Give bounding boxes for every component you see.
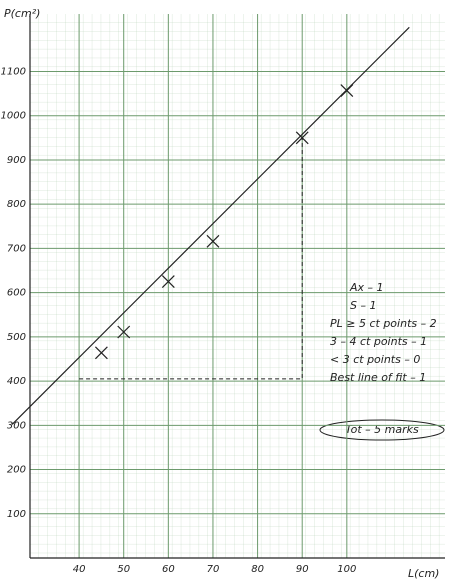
annotation: < 3 ct points – 0: [330, 353, 420, 366]
y-tick-label: 300: [7, 420, 26, 431]
x-tick-label: 90: [296, 564, 309, 575]
total-marks: Tot – 5 marks: [345, 423, 419, 436]
y-tick-label: 200: [7, 465, 26, 476]
total-outline: [319, 419, 445, 441]
annotation: Ax – 1: [349, 281, 384, 294]
x-tick-label: 80: [251, 564, 264, 575]
data-point: [94, 346, 108, 360]
x-tick-label: 60: [162, 564, 175, 575]
annotation: Best line of fit – 1: [330, 371, 426, 384]
data-point: [117, 325, 131, 339]
y-tick-label: 800: [7, 199, 26, 210]
graph-paper: [30, 14, 445, 558]
y-axis-label: P(cm²): [4, 7, 40, 20]
y-tick-label: 1100: [1, 66, 26, 77]
annotation: 3 – 4 ct points – 1: [330, 335, 427, 348]
annotation: S – 1: [350, 299, 376, 312]
data-point: [206, 234, 220, 248]
data-point: [161, 275, 175, 289]
data-point: [340, 84, 354, 97]
y-tick-label: 1000: [1, 111, 26, 122]
x-tick-label: 100: [337, 564, 356, 575]
x-tick-label: 40: [73, 564, 86, 575]
x-axis-label: L(cm): [408, 567, 439, 580]
y-tick-label: 900: [7, 155, 26, 166]
data-point: [295, 131, 309, 145]
y-tick-label: 600: [7, 288, 26, 299]
y-tick-label: 500: [7, 332, 26, 343]
y-tick-label: 700: [7, 243, 26, 254]
x-tick-label: 70: [207, 564, 220, 575]
annotation: PL ≥ 5 ct points – 2: [330, 317, 437, 330]
y-tick-label: 100: [7, 509, 26, 520]
x-tick-label: 50: [117, 564, 130, 575]
y-tick-label: 400: [7, 376, 26, 387]
